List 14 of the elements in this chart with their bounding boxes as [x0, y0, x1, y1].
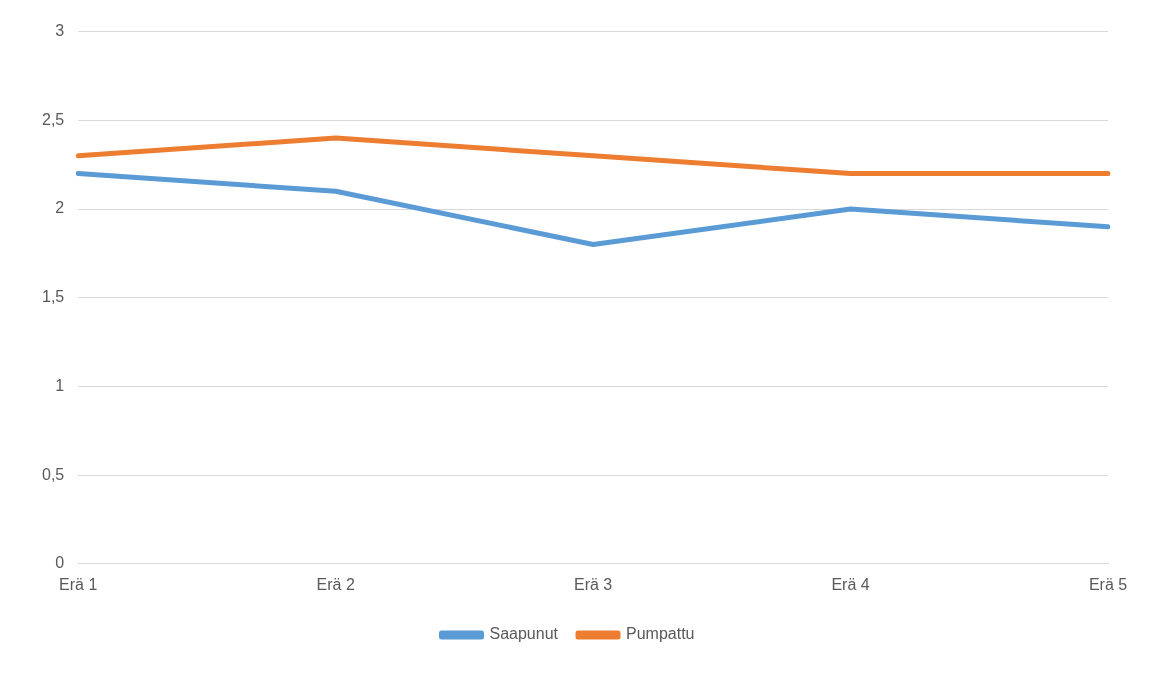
x-tick-label: Erä 4 [831, 575, 870, 593]
y-tick-label: 0 [55, 554, 65, 572]
y-tick-label: 2,5 [41, 110, 65, 128]
y-tick-label: 0,5 [41, 465, 65, 483]
legend-label: Pumpattu [626, 625, 695, 643]
legend-label: Saapunut [489, 625, 559, 643]
y-tick-label: 1 [55, 376, 65, 394]
x-tick-label: Erä 2 [316, 575, 355, 593]
x-tick-label: Erä 3 [574, 575, 613, 593]
y-tick-label: 3 [55, 22, 65, 40]
y-tick-label: 2 [55, 199, 65, 217]
x-tick-label: Erä 1 [59, 575, 98, 593]
y-tick-label: 1,5 [41, 288, 65, 306]
x-tick-label: Erä 5 [1088, 575, 1128, 593]
